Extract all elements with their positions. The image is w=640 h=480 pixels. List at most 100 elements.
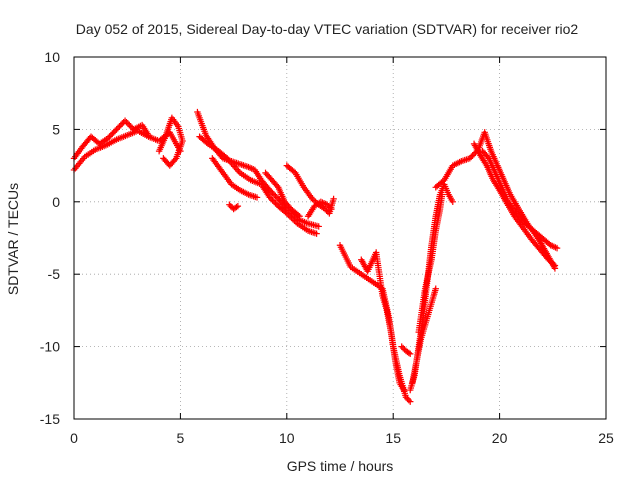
data-point [227,202,234,210]
data-point [286,213,294,220]
data-point [233,203,240,211]
series-arc-l [358,249,408,394]
data-point [402,394,410,401]
data-point [104,134,112,142]
x-tick-label: 0 [70,430,78,446]
data-point [328,205,335,213]
data-point [292,218,300,226]
data-point [113,126,120,133]
data-point [405,349,413,357]
data-point [484,153,491,161]
data-point [294,211,302,219]
data-point [470,150,478,158]
grid-lines [74,57,606,419]
y-tick-label: -10 [40,339,60,355]
x-tick-label: 10 [279,430,295,446]
series-arc-b [70,117,152,162]
x-tick-label: 5 [177,430,185,446]
data-point [107,131,115,139]
data-point [400,386,408,394]
data-point [116,123,123,130]
data-point [315,223,322,230]
data-point [123,118,130,126]
data-point [226,201,233,208]
data-point [145,131,152,139]
data-point [407,350,414,358]
data-point [468,153,475,161]
data-points [70,108,561,405]
data-point [398,343,405,350]
data-point [285,211,292,219]
data-point [124,120,132,127]
series-arc-g [226,201,242,213]
data-point [266,194,273,201]
y-tick-label: 5 [52,121,60,137]
data-point [399,344,407,352]
y-tick-label: -15 [40,411,60,427]
plot-frame [73,56,607,420]
data-point [313,230,320,237]
data-point [110,129,117,136]
data-point [432,285,439,292]
data-point [272,192,279,200]
data-point [119,120,126,127]
data-point [407,398,414,405]
series-arc-h [262,169,303,220]
data-point [272,200,279,207]
series-arc-f [209,155,261,201]
x-tick-label: 15 [385,430,401,446]
data-point [121,117,129,124]
data-point [270,191,278,198]
data-point [283,210,290,217]
series-arc-e [196,133,320,237]
data-point [114,124,122,132]
data-point [551,262,559,269]
x-axis-label: GPS time / hours [287,458,394,474]
data-point [161,156,168,164]
data-point [466,155,474,162]
data-point [404,395,411,402]
data-point [438,191,446,198]
data-point [109,130,116,137]
data-point [269,197,276,204]
series-arc-c [155,114,186,169]
data-point [269,189,276,197]
data-point [323,207,330,214]
data-point [126,121,133,129]
x-tick-label: 20 [492,430,508,446]
data-point [222,153,229,161]
data-point [111,127,119,135]
data-point [106,133,113,140]
data-point [324,201,331,208]
y-tick-label: 10 [44,49,60,65]
data-point [544,255,551,262]
data-point [469,152,476,159]
data-point [291,217,298,224]
series-arc-m [398,343,414,358]
series-arc-j [304,198,335,220]
data-point [267,188,275,195]
chart-title: Day 052 of 2015, Sidereal Day-to-day VTE… [76,21,579,37]
data-point [234,202,242,210]
data-point [270,198,278,205]
data-point [289,215,297,223]
data-point [127,123,134,130]
data-point [253,194,261,201]
data-point [325,202,332,210]
series-arc-o [409,285,439,386]
data-point [405,396,413,404]
axis-ticks: 0 5 10 15 20 25 10 5 0 -5 -10 -15 [40,49,614,446]
y-tick-label: -5 [48,266,61,282]
data-point [330,195,337,203]
data-point [553,244,561,252]
series-arc-p [415,191,446,336]
data-point [160,155,167,162]
series-arc-s [479,147,561,252]
y-axis-label: SDTVAR / TECUs [5,183,21,295]
series-arc-d [194,108,322,230]
data-point [296,213,303,220]
data-point [288,214,295,221]
data-point [449,198,456,205]
data-point [326,204,334,211]
